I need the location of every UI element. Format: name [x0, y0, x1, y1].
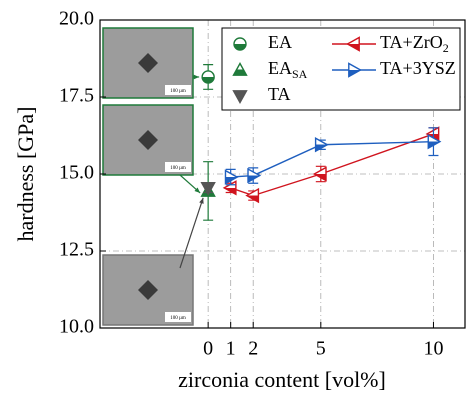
- legend-label: TA: [268, 84, 291, 104]
- y-tick-label: 17.5: [59, 85, 94, 107]
- marker: [314, 168, 326, 181]
- chart: hardness [GPa] zirconia content [vol%] 1…: [0, 0, 475, 401]
- marker: [248, 169, 260, 182]
- y-tick-label: 20.0: [59, 8, 94, 30]
- y-tick-label: 10.0: [59, 316, 94, 338]
- x-tick-label: 0: [203, 338, 213, 360]
- scale-label: 100 µm: [170, 316, 186, 321]
- x-tick-label: 1: [226, 338, 236, 360]
- y-axis-label: hardness [GPa]: [13, 106, 38, 241]
- series-line: [231, 134, 434, 196]
- legend-marker: [234, 38, 246, 50]
- y-tick-label: 15.0: [59, 162, 94, 184]
- marker: [202, 71, 214, 83]
- arrow-head: [194, 75, 200, 80]
- legend-name: TA: [268, 84, 291, 104]
- legend-name: EA: [268, 32, 292, 52]
- legend-subscript: 2: [443, 41, 449, 55]
- arrow-head: [199, 198, 203, 204]
- series-line: [231, 142, 434, 177]
- x-tick-label: 2: [248, 338, 258, 360]
- legend-name: TA+3YSZ: [380, 58, 456, 78]
- legend-name: EA: [268, 58, 292, 78]
- legend-name: TA+ZrO: [380, 32, 443, 52]
- x-tick-label: 5: [316, 338, 326, 360]
- legend-label: TA+3YSZ: [380, 58, 456, 78]
- scale-label: 100 µm: [170, 89, 186, 94]
- x-axis-label: zirconia content [vol%]: [178, 367, 386, 392]
- legend-subscript: SA: [292, 67, 308, 81]
- x-tick-label: 10: [423, 338, 443, 360]
- scale-label: 100 µm: [170, 166, 186, 171]
- legend-label: EA: [268, 32, 292, 52]
- y-tick-label: 12.5: [59, 239, 94, 261]
- legend-label: TA+ZrO2: [380, 32, 449, 55]
